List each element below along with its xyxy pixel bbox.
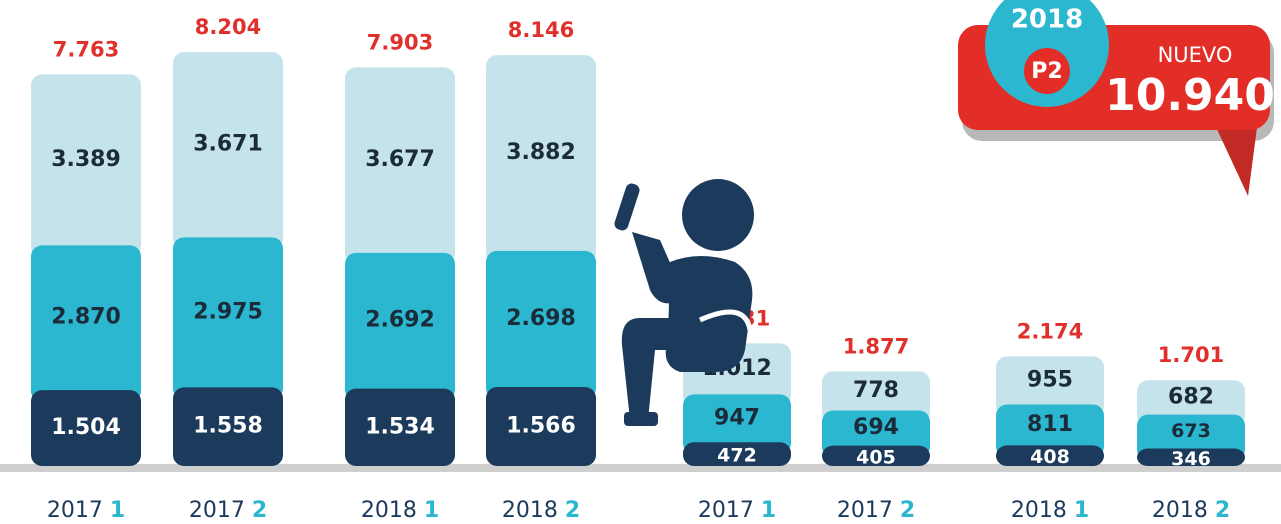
category-year: 2018 [361,498,417,523]
category-year: 2018 [502,498,558,523]
baseline [0,464,1281,472]
x-tick-label: 2018 1 [361,498,439,523]
segment-label: 472 [717,445,757,467]
segment-label: 405 [856,446,896,468]
category-year: 2018 [1152,498,1208,523]
total-label: 8.204 [195,15,261,39]
bar-segment [31,390,141,466]
callout-value: 10.940 [1105,70,1275,121]
bar-segment [1137,448,1245,466]
bar-segment [173,52,283,250]
x-tick-label: 2018 2 [502,498,580,523]
segment-label: 811 [1027,412,1073,437]
bar-segment [345,67,455,265]
bar-segment [173,237,283,400]
bar-segment [683,442,791,466]
segment-label: 947 [714,405,760,430]
category-period: 1 [424,498,439,523]
bar-segment [345,388,455,466]
total-label: 2.174 [1017,319,1083,343]
category-period: 2 [565,498,580,523]
segment-label: 694 [853,415,899,440]
bar-segment [486,387,596,466]
total-label: 1.877 [843,334,909,358]
segment-label: 1.534 [365,414,435,439]
segment-label: 3.882 [506,140,576,165]
category-year: 2017 [47,498,103,523]
bar-segment [996,445,1104,466]
segment-label: 673 [1171,420,1211,442]
x-tick-label: 2018 2 [1152,498,1230,523]
bar-segment [996,404,1104,458]
category-period: 2 [900,498,915,523]
category-period: 1 [110,498,125,523]
category-period: 2 [1215,498,1230,523]
x-tick-label: 2017 2 [189,498,267,523]
callout-tail [1215,120,1258,196]
category-year: 2017 [698,498,754,523]
segment-label: 3.671 [193,132,263,157]
category-period: 1 [761,498,776,523]
segment-label: 2.870 [51,305,121,330]
total-label: 7.903 [367,30,433,54]
segment-label: 2.975 [193,299,263,324]
segment-label: 408 [1030,446,1070,468]
total-label: 1.701 [1158,343,1224,367]
x-tick-label: 2017 2 [837,498,915,523]
bar-segment [996,356,1104,417]
segment-label: 778 [853,378,899,403]
category-year: 2018 [1011,498,1067,523]
bar-segment [31,74,141,258]
segment-label: 3.677 [365,147,435,172]
bar-segment [822,445,930,466]
bar-segment [345,252,455,401]
total-label: 8.146 [508,18,574,42]
segment-label: 3.389 [51,147,121,172]
callout-label: NUEVO [1158,43,1233,67]
callout-period: P2 [1031,59,1062,84]
category-period: 1 [1074,498,1089,523]
x-tick-label: 2017 1 [698,498,776,523]
x-tick-label: 2017 1 [47,498,125,523]
person-icon [614,179,754,426]
bar-segment [683,394,791,455]
segment-label: 2.698 [506,306,576,331]
category-year: 2017 [189,498,245,523]
bar-segment [173,387,283,466]
segment-label: 955 [1027,367,1073,392]
segment-label: 1.558 [193,414,263,439]
segment-label: 1.566 [506,414,576,439]
category-period: 2 [252,498,267,523]
bar-segment [822,371,930,423]
segment-label: 2.692 [365,308,435,333]
x-tick-label: 2018 1 [1011,498,1089,523]
segment-label: 1.504 [51,415,121,440]
segment-label: 682 [1168,384,1214,409]
category-year: 2017 [837,498,893,523]
callout-year: 2018 [1011,5,1083,35]
segment-label: 346 [1171,448,1211,470]
total-label: 7.763 [53,37,119,61]
bar-segment [31,245,141,403]
bar-segment [486,250,596,400]
callout-badge [1024,48,1070,94]
callout: 2018 P2 NUEVO 10.940 [958,0,1275,196]
bar-segment [486,55,596,263]
